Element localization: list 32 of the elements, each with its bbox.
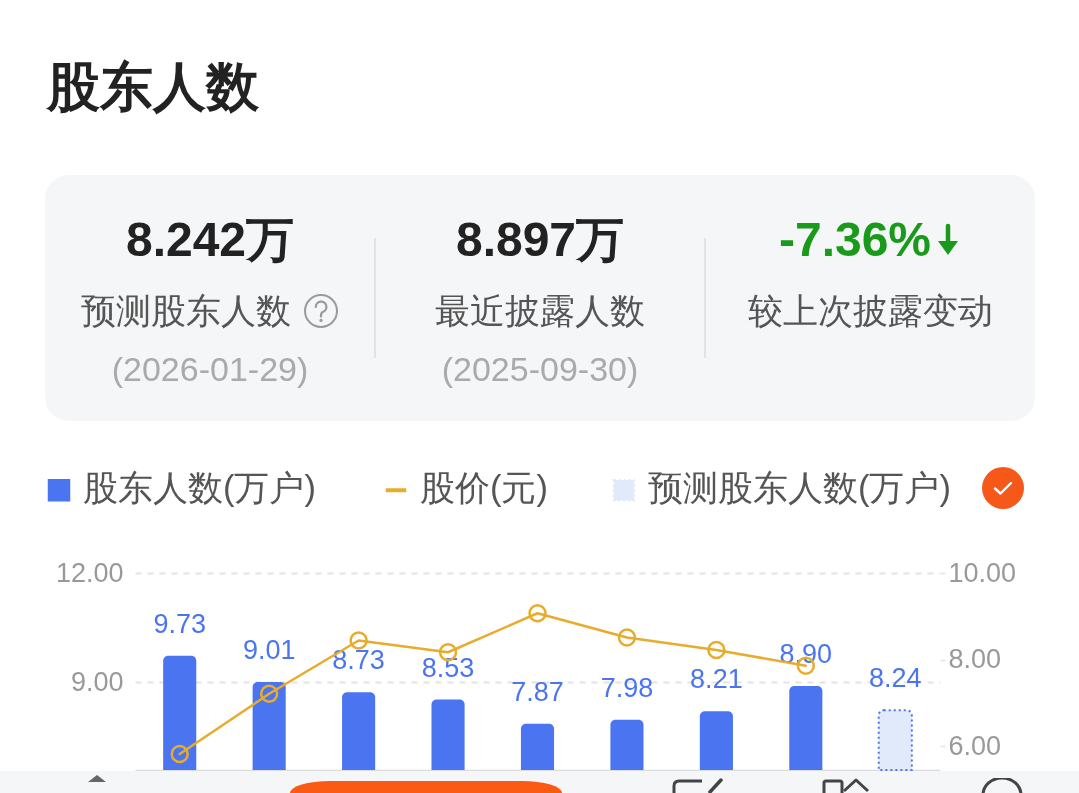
point bbox=[528, 604, 547, 623]
data-label: 8.53 bbox=[421, 652, 475, 683]
category-label: 8.897万 bbox=[455, 212, 625, 268]
point bbox=[170, 744, 189, 764]
point bbox=[349, 631, 368, 650]
data-label: 8.73 bbox=[332, 645, 385, 676]
data-label: 7.87 bbox=[511, 676, 564, 707]
point bbox=[707, 640, 726, 660]
y2-tick-label: 10.00 bbox=[948, 557, 1017, 588]
category-label: -7.36% bbox=[778, 212, 932, 268]
point bbox=[617, 628, 637, 647]
data-label: 7.98 bbox=[600, 672, 654, 703]
text: 较上次披露变动 bbox=[747, 290, 993, 332]
legend-label: 预测股东人数(万户) bbox=[648, 469, 951, 508]
data-label: 9.01 bbox=[242, 635, 296, 666]
y-tick-label: 9.00 bbox=[70, 666, 124, 697]
data-label: 8.21 bbox=[690, 664, 743, 695]
data-label: 8.90 bbox=[779, 639, 833, 670]
point bbox=[259, 684, 279, 703]
text: 预测股东人数 bbox=[81, 290, 291, 332]
text: 最近披露人数 bbox=[435, 290, 645, 332]
y2-tick-label: 6.00 bbox=[948, 730, 1002, 761]
legend-label: 股东人数(万户) bbox=[83, 469, 316, 508]
y2-tick-label: 8.00 bbox=[948, 644, 1002, 675]
text: (2025-09-30) bbox=[441, 349, 639, 390]
y-tick-label: 12.00 bbox=[55, 557, 124, 588]
data-label: 9.73 bbox=[153, 608, 206, 639]
data-label: 8.24 bbox=[869, 663, 922, 694]
text: 股东人数 bbox=[47, 56, 259, 118]
legend-label: 股价(元) bbox=[420, 469, 548, 508]
text: (2026-01-29) bbox=[111, 349, 309, 390]
category-label: 8.242万 bbox=[125, 212, 295, 268]
